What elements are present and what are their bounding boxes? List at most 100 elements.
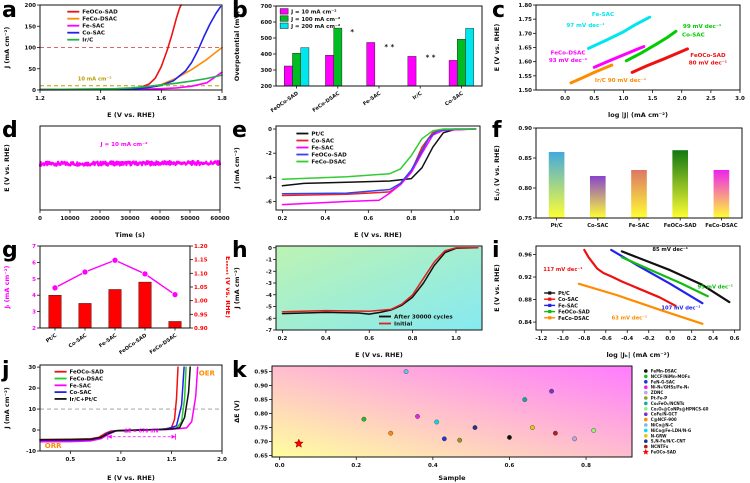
svg-text:FeN-G-SAC: FeN-G-SAC bbox=[651, 379, 675, 384]
panel-k-letter: k bbox=[232, 358, 247, 383]
bar-g-4-0 bbox=[168, 321, 182, 329]
series-e-2 bbox=[281, 128, 477, 206]
svg-text:E (V vs. RHE): E (V vs. RHE) bbox=[493, 264, 501, 312]
panel-b: b FeOCo-SAD FeCo-DSAC Fe-SAC Ir/C Co-SAC 200 30… bbox=[230, 0, 490, 120]
svg-text:1.5: 1.5 bbox=[167, 457, 177, 463]
panel-i-chart: -1.2 -1.0 -0.8 -0.6 -0.4 -0.2 0.0 0.2 0.4 0.6 0.84… bbox=[493, 245, 741, 360]
svg-text:1.0: 1.0 bbox=[619, 96, 629, 102]
svg-text:0.8: 0.8 bbox=[408, 336, 418, 342]
svg-text:0.6: 0.6 bbox=[730, 336, 740, 342]
panel-d-chart: 0 10000 20000 30000 40000 50000 60000 Time (s) E… bbox=[3, 125, 230, 239]
svg-text:0.4: 0.4 bbox=[708, 336, 718, 342]
svg-text:0.8: 0.8 bbox=[406, 216, 416, 222]
series-i-3 bbox=[620, 256, 709, 298]
bar-f-1 bbox=[589, 176, 606, 218]
svg-text:J = 10 mA cm⁻²: J = 10 mA cm⁻² bbox=[99, 141, 148, 148]
svg-text:0.0: 0.0 bbox=[665, 336, 675, 342]
svg-text:Co-SAC: Co-SAC bbox=[558, 297, 579, 303]
svg-text:Co-SAC: Co-SAC bbox=[70, 390, 92, 396]
svg-text:-3: -3 bbox=[266, 281, 272, 287]
series-c-0 bbox=[587, 15, 652, 50]
svg-text:1.5: 1.5 bbox=[648, 96, 658, 102]
svg-text:log |Jₖ| (mA cm⁻²): log |Jₖ| (mA cm⁻²) bbox=[606, 351, 669, 360]
svg-text:FeOCo-SAD: FeOCo-SAD bbox=[651, 450, 677, 455]
svg-text:-6: -6 bbox=[266, 200, 272, 206]
panel-i: i -1.2 -1.0 -0.8 -0.6 -0.4 -0.2 0.0 0.2 0.4 0.6 0.8… bbox=[490, 238, 750, 360]
series-a-3 bbox=[39, 5, 222, 91]
svg-text:NiCo@Fe-LDH/N-G: NiCo@Fe-LDH/N-G bbox=[651, 428, 691, 433]
svg-text:-5: -5 bbox=[266, 305, 272, 311]
svg-text:1.2: 1.2 bbox=[35, 96, 45, 102]
panel-d-letter: d bbox=[2, 118, 18, 143]
svg-text:0.96: 0.96 bbox=[518, 252, 532, 258]
svg-text:Fe-SAC: Fe-SAC bbox=[592, 12, 614, 18]
bar-g-3-0 bbox=[138, 281, 152, 329]
svg-text:Co-SAC: Co-SAC bbox=[82, 31, 105, 37]
svg-text:FeOCo-SAD: FeOCo-SAD bbox=[270, 91, 300, 114]
svg-text:-0.4: -0.4 bbox=[621, 336, 633, 342]
svg-text:1.55: 1.55 bbox=[518, 74, 532, 80]
svg-text:200: 200 bbox=[261, 84, 273, 90]
svg-text:0.85: 0.85 bbox=[518, 156, 532, 162]
svg-text:1.15: 1.15 bbox=[194, 258, 208, 264]
svg-text:0.95: 0.95 bbox=[254, 370, 268, 376]
svg-text:0.92: 0.92 bbox=[518, 275, 532, 281]
panel-j-letter: j bbox=[2, 358, 10, 383]
svg-text:Co-SAC: Co-SAC bbox=[68, 333, 89, 350]
svg-text:J (mA cm⁻²): J (mA cm⁻²) bbox=[3, 27, 11, 70]
svg-text:Co₂FeO₄/NCNTs: Co₂FeO₄/NCNTs bbox=[651, 401, 685, 406]
panel-h-chart: 0.2 0.4 0.6 0.8 1.0 0 -1 -2 -3 -4 -5 -6 -7 E (V vs. R… bbox=[233, 245, 483, 359]
svg-text:E (V vs. RHE): E (V vs. RHE) bbox=[3, 144, 11, 192]
bar-b-1-1 bbox=[333, 27, 343, 87]
svg-text:1.4: 1.4 bbox=[96, 96, 106, 102]
svg-text:C@NCF-900: C@NCF-900 bbox=[651, 417, 677, 422]
svg-text:E (V vs. RHE): E (V vs. RHE) bbox=[107, 474, 155, 482]
svg-text:20: 20 bbox=[28, 386, 36, 392]
svg-text:10: 10 bbox=[28, 407, 36, 413]
svg-text:J = 100 mA cm⁻²: J = 100 mA cm⁻² bbox=[290, 16, 341, 23]
series-a-1 bbox=[39, 46, 223, 91]
svg-text:-0.2: -0.2 bbox=[643, 336, 655, 342]
bar-g-2-0 bbox=[108, 289, 122, 329]
svg-text:0.5: 0.5 bbox=[589, 96, 599, 102]
svg-text:NCNTFs: NCNTFs bbox=[651, 444, 669, 449]
series-h-0 bbox=[281, 247, 479, 315]
panel-c: c 0.0 0.5 1.0 1.5 2.0 2.5 3.0 1.50 1.55 1.60 1.65 1.… bbox=[490, 0, 750, 120]
svg-text:80 mV dec⁻¹: 80 mV dec⁻¹ bbox=[689, 60, 728, 67]
point-k-8 bbox=[549, 388, 554, 394]
bar-g-1-0 bbox=[78, 303, 92, 329]
svg-text:100: 100 bbox=[25, 46, 37, 52]
svg-text:0: 0 bbox=[32, 428, 36, 434]
bar-f-4 bbox=[713, 170, 730, 218]
svg-text:-10: -10 bbox=[26, 449, 36, 455]
bar-b-2-0 bbox=[366, 42, 376, 87]
svg-text:Fe-SAC: Fe-SAC bbox=[70, 383, 91, 389]
svg-text:99 mV dec⁻¹: 99 mV dec⁻¹ bbox=[683, 23, 722, 30]
svg-text:FeOCo-SAD: FeOCo-SAD bbox=[690, 53, 726, 59]
series-c-2 bbox=[592, 45, 646, 69]
panel-e-letter: e bbox=[232, 118, 247, 143]
svg-text:1.6: 1.6 bbox=[156, 96, 166, 102]
svg-text:N-GRW: N-GRW bbox=[651, 433, 667, 438]
svg-text:E (V vs. RHE): E (V vs. RHE) bbox=[107, 111, 155, 119]
panel-g-letter: g bbox=[2, 238, 18, 263]
point-k-10 bbox=[403, 369, 409, 375]
svg-text:Fe-SAC: Fe-SAC bbox=[558, 303, 578, 309]
svg-text:0.80: 0.80 bbox=[254, 412, 268, 418]
svg-text:-1.2: -1.2 bbox=[535, 336, 547, 342]
svg-text:E (V vs. RHE): E (V vs. RHE) bbox=[493, 24, 501, 72]
series-e-4 bbox=[281, 128, 477, 180]
panel-f: f Pt/C Co-SAC Fe-SAC FeOCo-SAD FeCo-DSAC 0.75 0… bbox=[490, 118, 750, 240]
svg-text:0.6: 0.6 bbox=[363, 216, 373, 222]
svg-text:0.2: 0.2 bbox=[278, 216, 288, 222]
svg-text:0.5: 0.5 bbox=[65, 457, 75, 463]
point-k-2 bbox=[441, 436, 447, 442]
svg-text:FeCo-DSAC: FeCo-DSAC bbox=[312, 91, 342, 114]
svg-text:Initial: Initial bbox=[394, 322, 412, 328]
panel-b-chart: FeOCo-SAD FeCo-DSAC Fe-SAC Ir/C Co-SAC 200 300… bbox=[233, 4, 483, 114]
svg-text:E₁/₂ (V vs. RHE): E₁/₂ (V vs. RHE) bbox=[493, 145, 501, 201]
svg-text:Eₒₙₛₑₜ (V vs. RHE): Eₒₙₛₑₜ (V vs. RHE) bbox=[224, 256, 230, 318]
svg-text:FeCo-DSAC: FeCo-DSAC bbox=[82, 17, 117, 23]
svg-text:FeCo-DSAC: FeCo-DSAC bbox=[70, 377, 104, 383]
svg-text:-6: -6 bbox=[266, 316, 272, 322]
